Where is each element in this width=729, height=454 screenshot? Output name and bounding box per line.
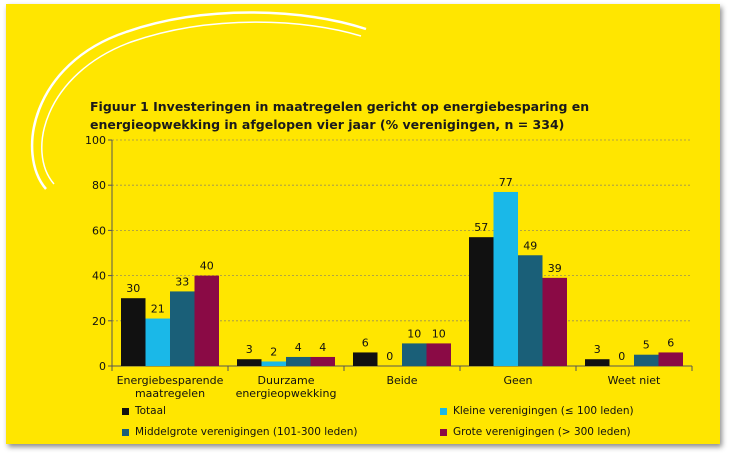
legend-label: Middelgrote verenigingen (101-300 leden) bbox=[135, 426, 358, 438]
data-label: 3 bbox=[594, 343, 601, 356]
bar bbox=[518, 255, 543, 366]
bar bbox=[493, 191, 518, 366]
legend-item: Totaal bbox=[122, 405, 166, 417]
bar bbox=[585, 359, 610, 366]
legend-label: Grote verenigingen (> 300 leden) bbox=[453, 426, 631, 438]
legend-swatch bbox=[440, 407, 447, 415]
data-label: 0 bbox=[618, 350, 625, 363]
data-label: 4 bbox=[295, 341, 302, 354]
figure-panel: Figuur 1 Investeringen in maatregelen ge… bbox=[6, 4, 720, 444]
data-label: 33 bbox=[175, 275, 189, 288]
bar bbox=[542, 277, 567, 366]
x-tick-label: Energiebesparende maatregelen bbox=[117, 374, 224, 400]
data-label: 39 bbox=[548, 262, 562, 275]
legend-swatch bbox=[440, 428, 447, 436]
data-label: 21 bbox=[151, 303, 165, 316]
bar bbox=[194, 275, 219, 366]
bar bbox=[310, 356, 335, 366]
data-label: 40 bbox=[200, 260, 214, 273]
y-tick-label: 80 bbox=[92, 179, 106, 192]
data-label: 3 bbox=[246, 343, 253, 356]
data-label: 57 bbox=[474, 221, 488, 234]
data-label: 0 bbox=[386, 350, 393, 363]
x-tick-label: Beide bbox=[386, 374, 417, 387]
decorative-swirl bbox=[30, 11, 367, 190]
bar bbox=[261, 361, 286, 366]
y-tick-label: 100 bbox=[85, 134, 106, 147]
data-label: 30 bbox=[126, 282, 140, 295]
bar bbox=[426, 343, 451, 366]
bar bbox=[170, 291, 195, 366]
bars bbox=[121, 191, 683, 366]
x-tick-label: Weet niet bbox=[608, 374, 661, 387]
legend-item: Grote verenigingen (> 300 leden) bbox=[440, 426, 631, 438]
data-label: 10 bbox=[432, 327, 446, 340]
y-tick-label: 0 bbox=[99, 360, 106, 373]
bar bbox=[469, 237, 494, 366]
bar bbox=[402, 343, 427, 366]
bar bbox=[237, 359, 262, 366]
legend-item: Middelgrote verenigingen (101-300 leden) bbox=[122, 426, 357, 438]
bar bbox=[658, 352, 683, 366]
data-label: 6 bbox=[667, 336, 674, 349]
data-label: 5 bbox=[643, 339, 650, 352]
y-tick-label: 60 bbox=[92, 224, 106, 237]
legend-swatch bbox=[122, 428, 129, 436]
bar bbox=[286, 356, 311, 366]
data-label: 49 bbox=[523, 239, 537, 252]
data-label: 4 bbox=[319, 341, 326, 354]
y-tick-label: 20 bbox=[92, 315, 106, 328]
bar bbox=[145, 318, 170, 366]
legend-swatch bbox=[122, 407, 129, 415]
chart-title: Figuur 1 Investeringen in maatregelen ge… bbox=[90, 99, 590, 132]
legend-item: Kleine verenigingen (≤ 100 leden) bbox=[440, 405, 634, 417]
bar bbox=[353, 352, 378, 366]
data-label: 10 bbox=[407, 327, 421, 340]
legend-label: Kleine verenigingen (≤ 100 leden) bbox=[453, 405, 634, 417]
data-label: 2 bbox=[270, 345, 277, 358]
bar bbox=[121, 298, 146, 366]
y-tick-label: 40 bbox=[92, 270, 106, 283]
bar bbox=[634, 354, 659, 366]
x-tick-label: Duurzame energieopwekking bbox=[236, 374, 337, 400]
data-label: 77 bbox=[499, 176, 513, 189]
data-label: 6 bbox=[362, 336, 369, 349]
legend-label: Totaal bbox=[135, 405, 166, 417]
x-tick-label: Geen bbox=[503, 374, 532, 387]
